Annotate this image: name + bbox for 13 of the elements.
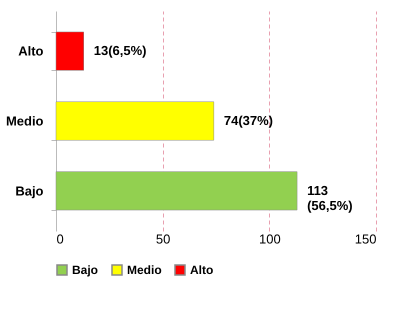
legend-label: Medio	[127, 263, 162, 277]
legend-label: Bajo	[72, 263, 98, 277]
x-tick-label: 0	[56, 232, 64, 246]
x-tick-label: 50	[156, 232, 170, 246]
data-label: 113 (56,5%)	[307, 182, 353, 213]
data-label: 13(6,5%)	[94, 43, 146, 58]
y-tick-label: Medio	[6, 114, 44, 128]
legend-label: Alto	[190, 263, 214, 277]
data-label: 74(37%)	[224, 113, 274, 128]
x-tick-label: 100	[258, 232, 281, 246]
y-tick-label: Bajo	[15, 183, 44, 198]
y-tick-label: Alto	[18, 44, 44, 59]
x-tick-label: 150	[354, 232, 376, 246]
